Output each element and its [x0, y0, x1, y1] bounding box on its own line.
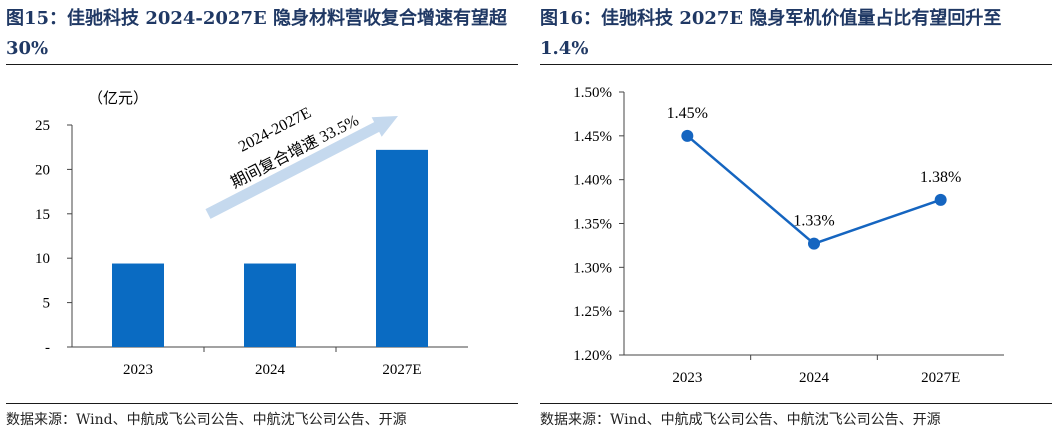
y-tick-label: 1.35%	[573, 217, 612, 233]
value-share-line-chart: 1.20% 1.25% 1.30% 1.35% 1.40% 1.45% 1.50% 1.45%…	[573, 85, 1004, 386]
title-rule	[540, 64, 1052, 65]
data-label: 1.45%	[667, 105, 708, 122]
y-tick-label: -	[45, 340, 50, 356]
y-tick-label: 1.50%	[573, 85, 612, 101]
y-tick-label: 1.25%	[573, 304, 612, 320]
y-tick-label: 1.40%	[573, 173, 612, 189]
growth-arrow	[205, 116, 398, 219]
y-tick-label: 10	[35, 251, 50, 267]
y-tick-label: 15	[35, 207, 50, 223]
figure-15-title: 图15：佳驰科技 2024-2027E 隐身材料营收复合增速有望超 30%	[6, 8, 507, 59]
figure-16-panel: 图16：佳驰科技 2027E 隐身军机价值量占比有望回升至 1.4% 1.20%…	[540, 0, 1052, 436]
figure-16-title: 图16：佳驰科技 2027E 隐身军机价值量占比有望回升至 1.4%	[540, 8, 1002, 59]
footer-rule	[6, 403, 518, 404]
data-point-2027E	[934, 193, 947, 206]
x-tick-label: 2024	[255, 362, 286, 378]
y-tick-label: 1.45%	[573, 129, 612, 145]
bar-2024	[244, 263, 296, 347]
title-rule	[6, 64, 518, 65]
source-note: 数据来源：Wind、中航成飞公司公告、中航沈飞公司公告、开源	[6, 412, 407, 428]
data-label: 1.38%	[920, 169, 961, 186]
source-note: 数据来源：Wind、中航成飞公司公告、中航沈飞公司公告、开源	[540, 412, 941, 428]
footer-rule	[540, 403, 1052, 404]
x-tick-label: 2027E	[382, 362, 421, 378]
growth-arrow-shape	[205, 116, 398, 219]
y-tick-label: 1.30%	[573, 260, 612, 276]
y-tick-label: 20	[35, 162, 50, 178]
y-tick-label: 5	[43, 296, 51, 312]
unit-label: （亿元）	[88, 90, 148, 107]
data-point-2023	[681, 129, 694, 142]
x-tick-label: 2023	[672, 370, 702, 386]
bar-2023	[112, 263, 164, 347]
revenue-bar-chart: （亿元） 2024-2027E 期间复合增速 33.5% -5101520252…	[35, 90, 468, 378]
bar-2027E	[376, 149, 428, 347]
data-point-2024	[808, 237, 820, 250]
x-tick-label: 2027E	[921, 370, 960, 386]
y-tick-label: 25	[35, 118, 50, 134]
y-tick-label: 1.20%	[573, 348, 612, 364]
x-tick-label: 2024	[799, 370, 830, 386]
data-label: 1.33%	[793, 213, 834, 230]
x-tick-label: 2023	[123, 362, 153, 378]
figure-15-panel: 图15：佳驰科技 2024-2027E 隐身材料营收复合增速有望超 30% （亿…	[6, 0, 518, 436]
